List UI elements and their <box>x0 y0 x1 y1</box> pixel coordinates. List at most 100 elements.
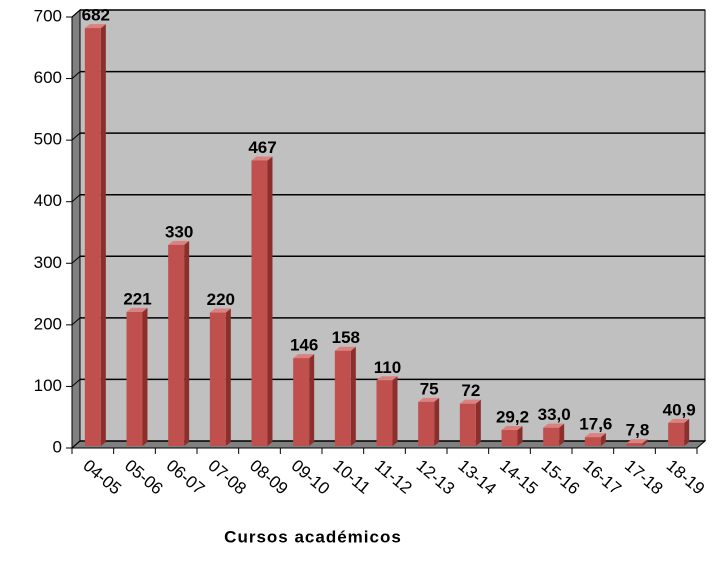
bar-side <box>434 397 440 446</box>
grid-line-side <box>71 379 81 387</box>
bar-side <box>517 426 523 446</box>
y-tick-label: 0 <box>53 437 62 456</box>
bar-front <box>626 443 643 446</box>
bar-side <box>309 354 315 446</box>
x-tick-label: 07-08 <box>204 456 250 499</box>
bar <box>418 397 440 446</box>
bar-front <box>293 358 310 446</box>
bar-side <box>559 423 565 446</box>
x-tick-label: 10-11 <box>329 456 374 498</box>
grid-line-side <box>71 132 81 141</box>
bar-side <box>600 433 606 446</box>
x-tick-label: 04-05 <box>79 456 125 499</box>
x-tick-label: 17-18 <box>621 456 667 499</box>
grid-line-side <box>71 255 81 264</box>
value-label: 75 <box>420 379 439 398</box>
y-tick-label: 400 <box>34 191 62 210</box>
grid-line-side <box>71 440 81 449</box>
bar-front <box>376 380 393 446</box>
grid-line-side <box>71 9 81 18</box>
bar-top <box>626 439 648 444</box>
bar-front <box>418 401 435 446</box>
bar-top <box>293 354 315 359</box>
x-tick-label: 14-15 <box>496 456 542 499</box>
value-label: 72 <box>461 381 480 400</box>
bar-top <box>376 376 398 381</box>
bar-front <box>668 422 685 446</box>
bar <box>209 308 231 446</box>
bar <box>584 433 606 446</box>
bar <box>668 418 690 446</box>
bar <box>293 354 315 446</box>
bar-top <box>543 423 565 428</box>
bar-front <box>209 312 226 446</box>
bar-top <box>126 307 148 312</box>
bar <box>251 156 273 446</box>
value-label: 682 <box>82 6 110 25</box>
y-tick-label: 200 <box>34 314 62 333</box>
bar-side <box>350 346 356 446</box>
bar <box>84 24 106 447</box>
x-tick-label: 18-19 <box>663 456 709 499</box>
bar-side <box>142 307 148 446</box>
x-tick-label: 12-13 <box>413 456 459 499</box>
value-label: 146 <box>290 336 318 355</box>
bar-top <box>501 426 523 431</box>
bar-front <box>126 311 143 446</box>
value-label: 330 <box>165 222 193 241</box>
y-tick-label: 600 <box>34 68 62 87</box>
y-tick-label: 300 <box>34 253 62 272</box>
value-label: 221 <box>123 289 151 308</box>
bar-side <box>475 399 481 446</box>
bar <box>126 307 148 446</box>
bar-front <box>251 160 268 446</box>
bar <box>543 423 565 446</box>
grid-line-side <box>71 71 81 79</box>
bar-side <box>642 439 648 446</box>
x-tick-label: 08-09 <box>246 456 292 499</box>
bar <box>168 240 190 446</box>
bar-top <box>334 346 356 351</box>
bar-front <box>543 427 560 446</box>
bar-top <box>668 418 690 423</box>
bar-front <box>459 403 476 446</box>
bar-front <box>334 350 351 446</box>
bar <box>376 376 398 446</box>
bar-top <box>418 397 440 402</box>
value-label: 29,2 <box>496 408 529 427</box>
y-tick-label: 100 <box>34 376 62 395</box>
x-tick-label: 15-16 <box>538 456 584 499</box>
value-label: 158 <box>332 328 360 347</box>
bar-front <box>168 244 185 446</box>
x-tick-label: 05-06 <box>121 456 167 499</box>
x-tick-label: 13-14 <box>454 456 500 499</box>
value-label: 33,0 <box>538 405 571 424</box>
value-label: 110 <box>374 358 401 377</box>
bar-side <box>184 240 190 446</box>
x-tick-label: 06-07 <box>163 456 209 499</box>
bar-front <box>584 437 601 446</box>
value-label: 220 <box>207 290 235 309</box>
grid-line-side <box>71 194 81 203</box>
value-label: 7,8 <box>626 421 650 440</box>
bar-top <box>459 399 481 404</box>
bar-top <box>209 308 231 313</box>
bar <box>501 426 523 446</box>
bar-side <box>267 156 273 446</box>
bar-top <box>251 156 273 161</box>
bar-top <box>584 433 606 438</box>
bar-top <box>168 240 190 245</box>
x-tick-label: 11-12 <box>371 456 416 498</box>
y-tick-label: 500 <box>34 130 62 149</box>
value-label: 467 <box>248 138 276 157</box>
bar-side <box>684 418 690 446</box>
bar <box>459 399 481 446</box>
x-tick-label: 16-17 <box>579 456 625 499</box>
bar <box>626 439 648 446</box>
grid-line-side <box>71 317 81 326</box>
bar-side <box>225 308 231 446</box>
value-label: 17,6 <box>579 415 612 434</box>
y-tick-label: 700 <box>34 6 62 25</box>
bar-top <box>84 24 106 29</box>
